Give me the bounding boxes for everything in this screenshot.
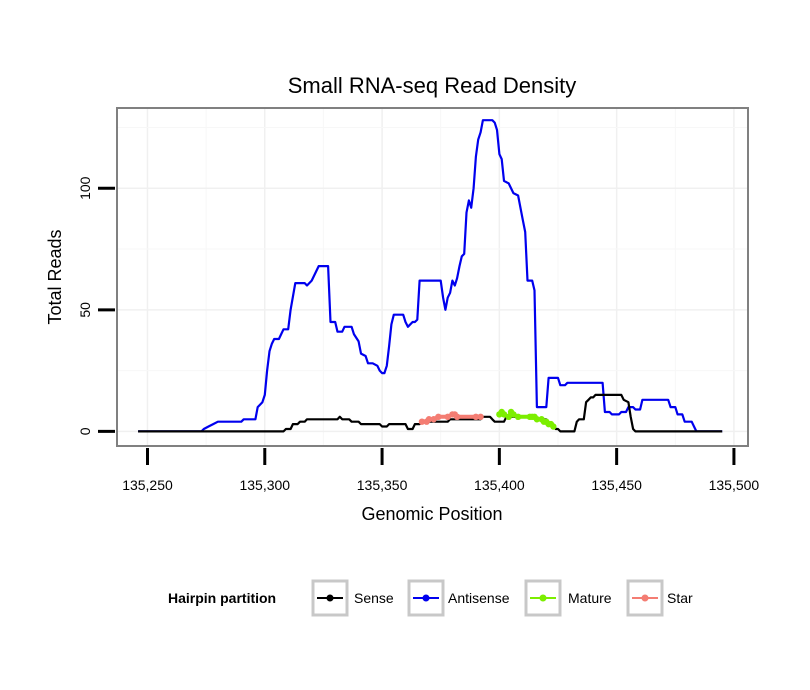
data-point-star <box>477 413 484 421</box>
y-axis: 0 50 100 <box>77 176 115 435</box>
data-point-mature <box>510 411 517 418</box>
y-tick-label: 0 <box>77 427 93 435</box>
series-star <box>418 411 484 425</box>
x-axis: 135,250 135,300 135,350 135,400 135,450 135,5… <box>122 448 759 493</box>
legend-key-point <box>641 594 649 602</box>
legend-item-sense: Sense <box>311 579 394 617</box>
x-tick-label: 135,300 <box>239 477 290 493</box>
legend-title: Hairpin partition <box>168 590 276 606</box>
x-tick-label: 135,250 <box>122 477 173 493</box>
data-point-star <box>425 416 433 423</box>
data-point-mature <box>550 423 557 430</box>
series-layer <box>138 119 723 433</box>
legend-item-mature: Mature <box>524 579 612 617</box>
y-tick-label: 50 <box>77 302 93 318</box>
plot-panel <box>117 108 748 446</box>
plot-border <box>116 107 749 447</box>
data-point-star <box>453 413 461 421</box>
series-line-antisense <box>138 119 723 433</box>
y-tick-label: 100 <box>77 176 93 200</box>
y-axis-label: Total Reads <box>45 229 65 324</box>
series-antisense <box>138 119 723 433</box>
plot-area <box>116 107 749 447</box>
series-mature <box>496 408 557 430</box>
legend: Hairpin partition Sense Antisense Mature St… <box>168 579 693 617</box>
x-tick-label: 135,400 <box>474 477 525 493</box>
legend-key-point <box>539 594 547 602</box>
x-tick-label: 135,500 <box>709 477 760 493</box>
legend-key-point <box>422 594 430 602</box>
x-axis-label: Genomic Position <box>361 504 502 524</box>
x-tick-label: 135,450 <box>591 477 642 493</box>
data-point-star <box>444 413 451 421</box>
data-point-mature <box>500 411 508 418</box>
legend-label: Star <box>667 590 693 606</box>
legend-label: Antisense <box>448 590 510 606</box>
data-point-star <box>418 418 426 425</box>
data-point-star <box>430 416 437 423</box>
chart-title: Small RNA-seq Read Density <box>288 73 577 98</box>
data-point-mature <box>505 413 512 421</box>
legend-label: Mature <box>568 590 612 606</box>
legend-item-antisense: Antisense <box>407 579 510 617</box>
data-point-star <box>435 413 442 421</box>
data-point-mature <box>514 413 522 421</box>
legend-label: Sense <box>354 590 394 606</box>
data-point-star <box>472 413 480 421</box>
legend-item-star: Star <box>626 579 693 617</box>
legend-key-point <box>326 594 334 602</box>
grid-lines <box>117 108 748 446</box>
x-tick-label: 135,350 <box>357 477 408 493</box>
data-point-mature <box>533 416 541 423</box>
